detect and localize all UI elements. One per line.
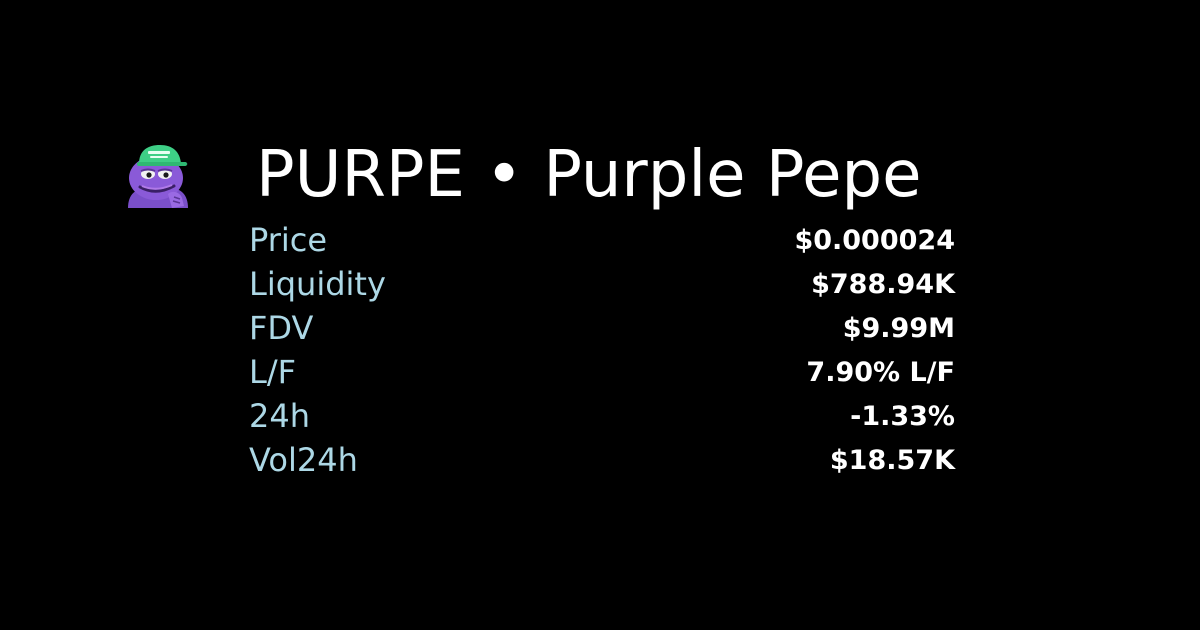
- stat-value: -1.33%: [850, 400, 955, 432]
- stats-table: Price $0.000024 Liquidity $788.94K FDV $…: [249, 218, 955, 482]
- stat-row-liquidity: Liquidity $788.94K: [249, 262, 955, 306]
- stat-value: $788.94K: [811, 268, 955, 300]
- stat-value: $18.57K: [829, 444, 955, 476]
- stat-value: 7.90% L/F: [806, 356, 955, 388]
- stat-row-24h: 24h -1.33%: [249, 394, 955, 438]
- stat-label: Vol24h: [249, 441, 358, 479]
- stat-row-vol24h: Vol24h $18.57K: [249, 438, 955, 482]
- stat-label: Price: [249, 221, 328, 259]
- stat-value: $0.000024: [794, 224, 955, 256]
- stat-label: 24h: [249, 397, 310, 435]
- stat-row-price: Price $0.000024: [249, 218, 955, 262]
- stat-label: FDV: [249, 309, 314, 347]
- stat-value: $9.99M: [842, 312, 955, 344]
- token-title: PURPE • Purple Pepe: [256, 138, 922, 212]
- stat-label: L/F: [249, 353, 297, 391]
- token-logo-icon: [124, 142, 192, 212]
- stat-label: Liquidity: [249, 265, 386, 303]
- stat-row-lf: L/F 7.90% L/F: [249, 350, 955, 394]
- stat-row-fdv: FDV $9.99M: [249, 306, 955, 350]
